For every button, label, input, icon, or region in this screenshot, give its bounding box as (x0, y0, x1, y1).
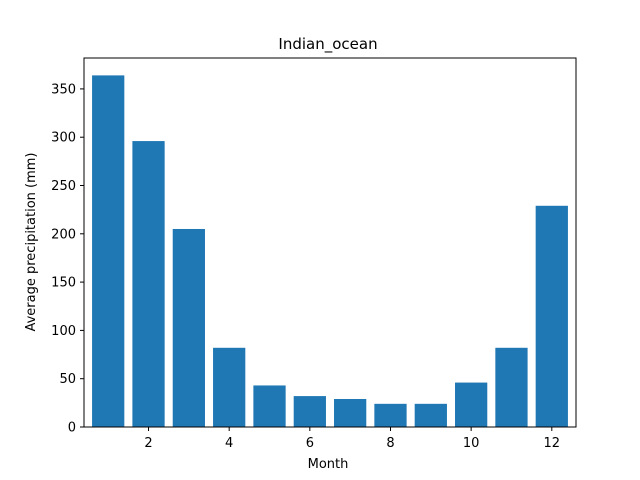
x-tick-label: 12 (544, 436, 561, 451)
bar-month-2 (132, 141, 165, 427)
bar-month-9 (414, 403, 447, 427)
y-tick-label: 100 (51, 324, 76, 339)
bar-month-3 (172, 228, 205, 427)
bar-month-4 (213, 347, 246, 427)
x-axis-label: Month (308, 457, 349, 472)
y-tick-label: 0 (68, 421, 76, 436)
x-tick-label: 10 (463, 436, 480, 451)
bar-month-8 (374, 403, 407, 427)
x-tick-label: 6 (306, 436, 314, 451)
y-axis-label: Average precipitation (mm) (24, 152, 39, 331)
bar-month-10 (455, 382, 488, 427)
y-tick-label: 350 (51, 82, 76, 97)
x-axis: 2 4 6 8 10 12 (144, 427, 560, 451)
y-tick-label: 200 (51, 227, 76, 242)
x-tick-label: 8 (386, 436, 394, 451)
chart-title: Indian_ocean (278, 35, 377, 54)
y-tick-label: 50 (59, 372, 76, 387)
y-tick-label: 250 (51, 179, 76, 194)
x-tick-label: 2 (144, 436, 152, 451)
plot-frame (83, 57, 577, 428)
bar-month-5 (253, 385, 286, 427)
bar-month-12 (535, 205, 568, 427)
y-axis: 0 50 100 150 200 250 300 350 (51, 82, 84, 436)
bar-month-11 (495, 347, 528, 427)
bar-month-6 (293, 396, 326, 427)
bars-group (92, 75, 568, 427)
x-tick-label: 4 (225, 436, 233, 451)
y-tick-label: 300 (51, 131, 76, 146)
bar-month-7 (334, 398, 367, 427)
y-tick-label: 150 (51, 276, 76, 291)
bar-month-1 (92, 75, 125, 427)
